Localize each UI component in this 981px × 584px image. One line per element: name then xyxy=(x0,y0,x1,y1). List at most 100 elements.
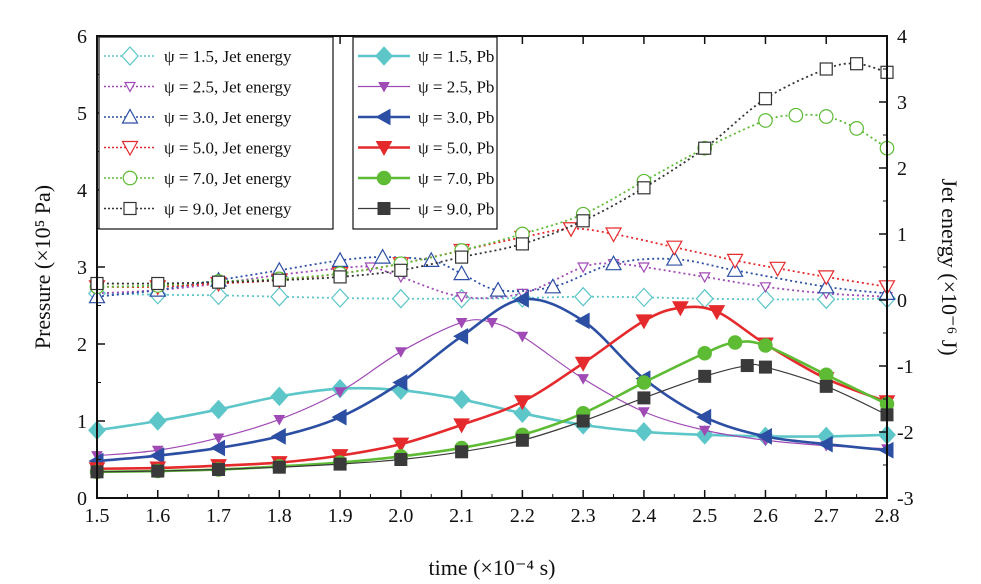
marker-square xyxy=(576,414,590,428)
marker-triangle-left xyxy=(513,290,529,308)
legend-label: ψ = 5.0, Pb xyxy=(418,139,494,158)
y-tick-label: 5 xyxy=(77,103,87,125)
y-tick-label: 2 xyxy=(77,334,87,356)
marker-triangle-down xyxy=(698,425,711,437)
marker-square xyxy=(212,463,226,477)
legend-entry: ψ = 5.0, Pb xyxy=(358,139,494,158)
marker-triangle-left xyxy=(392,374,408,391)
marker-square xyxy=(819,379,833,393)
series-11 xyxy=(90,359,894,479)
legend-entry: ψ = 7.0, Jet energy xyxy=(104,169,292,188)
legend-entry: ψ = 1.5, Jet energy xyxy=(104,46,292,66)
marker-triangle-down xyxy=(577,262,590,274)
legend-entry: ψ = 2.5, Jet energy xyxy=(104,78,292,97)
marker-triangle-down xyxy=(455,317,468,329)
marker-square xyxy=(394,453,408,466)
marker-square xyxy=(333,457,347,471)
x-tick-label: 2.7 xyxy=(814,505,839,527)
marker-diamond xyxy=(756,289,775,310)
marker-triangle-down xyxy=(562,222,580,238)
legend-entry: ψ = 7.0, Pb xyxy=(358,169,494,188)
x-tick-label: 2.6 xyxy=(753,505,778,527)
y2-tick-label: 3 xyxy=(897,92,907,114)
marker-triangle-down xyxy=(273,414,286,426)
marker-triangle-down xyxy=(759,282,772,294)
marker-triangle-left xyxy=(331,408,347,426)
marker-triangle-up xyxy=(665,250,683,266)
y-tick-label: 1 xyxy=(77,411,87,433)
marker-triangle-down xyxy=(574,356,592,372)
marker-circle xyxy=(376,170,392,186)
marker-triangle-up xyxy=(605,254,623,271)
marker-triangle-down xyxy=(453,418,470,434)
marker-triangle-left xyxy=(453,327,469,345)
y2-tick-label: -2 xyxy=(897,422,914,444)
marker-diamond xyxy=(513,403,532,424)
y2-axis-label: Jet energy (×10⁻⁶ J) xyxy=(937,178,962,355)
y2-tick-label: 1 xyxy=(897,224,907,246)
x-tick-label: 2.0 xyxy=(388,505,413,527)
legend-label: ψ = 7.0, Jet energy xyxy=(164,169,292,188)
legend-entry: ψ = 3.0, Jet energy xyxy=(104,108,292,127)
marker-diamond xyxy=(120,46,140,66)
marker-square xyxy=(455,250,469,264)
jet-energy-line xyxy=(96,256,888,298)
legend-label: ψ = 9.0, Pb xyxy=(418,200,494,219)
marker-diamond xyxy=(148,411,167,431)
x-tick-label: 2.8 xyxy=(875,505,900,527)
marker-triangle-down xyxy=(121,140,139,157)
jet-energy-line xyxy=(96,62,888,285)
marker-triangle-down xyxy=(123,81,137,93)
marker-square xyxy=(151,464,165,478)
marker-triangle-left xyxy=(696,408,712,426)
marker-triangle-up xyxy=(489,281,507,297)
marker-square xyxy=(515,237,529,251)
marker-circle xyxy=(122,170,138,186)
marker-diamond xyxy=(695,288,714,309)
marker-square xyxy=(740,359,754,373)
marker-square xyxy=(698,369,712,383)
marker-triangle-down xyxy=(665,240,683,256)
marker-square xyxy=(819,62,833,76)
legend-entry: ψ = 3.0, Pb xyxy=(358,108,494,127)
marker-triangle-up xyxy=(817,278,835,294)
y2-tick-label: 2 xyxy=(897,158,907,180)
marker-triangle-down xyxy=(638,407,650,418)
series-3 xyxy=(88,222,896,296)
marker-triangle-up xyxy=(544,278,562,294)
marker-square xyxy=(637,181,651,195)
marker-square xyxy=(758,92,773,106)
marker-triangle-down xyxy=(769,261,787,278)
marker-diamond xyxy=(634,422,653,442)
marker-diamond xyxy=(270,286,289,307)
x-axis-label: time (×10⁻⁴ s) xyxy=(428,555,555,580)
x-tick-label: 1.6 xyxy=(145,505,170,527)
legend-label: ψ = 7.0, Pb xyxy=(418,169,494,188)
marker-triangle-down xyxy=(392,437,410,453)
marker-circle xyxy=(788,107,804,123)
marker-triangle-down xyxy=(635,314,653,330)
marker-circle xyxy=(697,345,712,361)
marker-triangle-down xyxy=(378,82,390,93)
marker-triangle-left xyxy=(149,447,165,464)
marker-triangle-down xyxy=(486,317,498,329)
legend-entry: ψ = 5.0, Jet energy xyxy=(104,139,292,158)
marker-triangle-down xyxy=(364,262,377,274)
marker-triangle-down xyxy=(455,292,468,303)
marker-square xyxy=(576,214,590,228)
marker-triangle-down xyxy=(708,305,726,321)
marker-triangle-up xyxy=(121,108,139,124)
marker-triangle-down xyxy=(394,347,407,358)
y-tick-label: 4 xyxy=(77,180,87,202)
legend-label: ψ = 2.5, Pb xyxy=(418,78,494,97)
marker-circle xyxy=(758,338,773,353)
y-axis-label: Pressure (×10⁵ Pa) xyxy=(30,185,55,349)
legend-entry: ψ = 1.5, Pb xyxy=(358,46,494,66)
pressure-line xyxy=(96,305,888,471)
marker-triangle-down xyxy=(577,374,590,385)
marker-square xyxy=(211,275,226,289)
marker-square xyxy=(850,57,864,71)
marker-triangle-down xyxy=(698,272,711,284)
marker-triangle-down xyxy=(605,227,623,243)
